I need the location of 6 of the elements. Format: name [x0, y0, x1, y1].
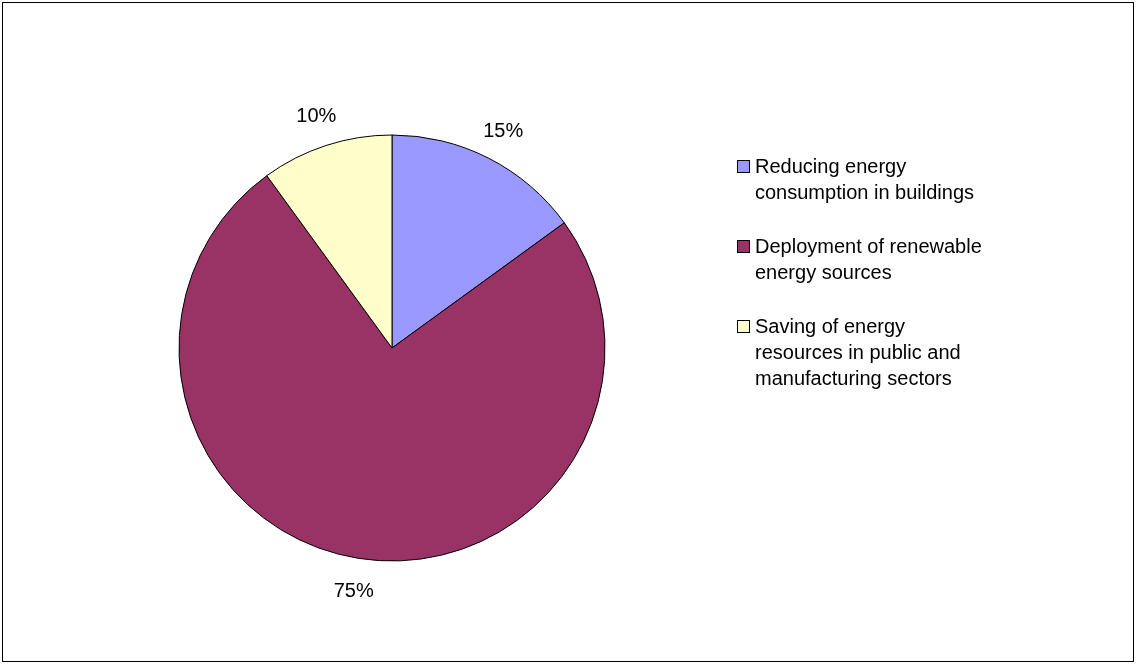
data-label: 10%	[296, 103, 337, 126]
legend-label: Reducing energy consumption in buildings	[755, 154, 976, 205]
data-label: 75%	[333, 578, 374, 601]
legend-label: Deployment of renewable energy sources	[755, 234, 983, 285]
data-label: 15%	[483, 118, 524, 141]
legend-label: Saving of energy resources in public and manufacturing sectors	[755, 314, 962, 391]
